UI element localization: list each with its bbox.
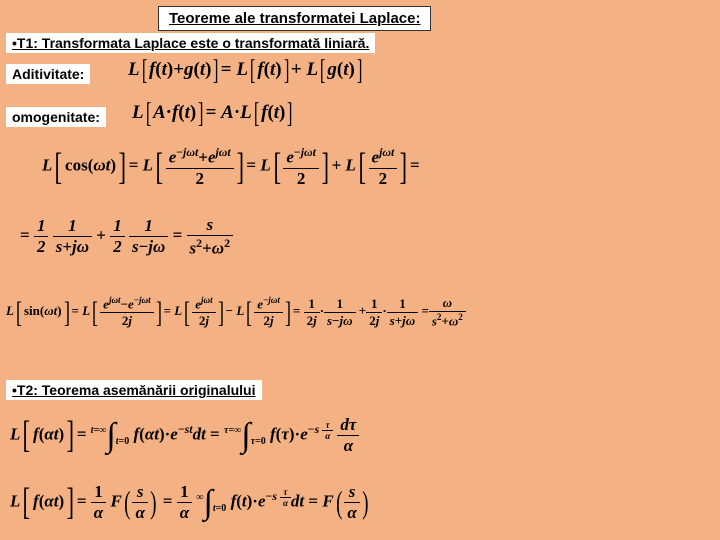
formula-cos-line2: = 12 1s+jω + 12 1s−jω = ss2+ω2 — [20, 215, 233, 259]
formula-homogeneity: L[A·f(t)]= A·L[f(t)] — [132, 101, 295, 126]
formula-scale-line1: L[f(αt)]= t=∞ ∫ t=0 f(αt)·e−stdt = τ=∞ ∫… — [10, 415, 359, 456]
formula-sin: L[sin(ωt)]= L[ejωt−e−jωt2j]= L[ejωt2j]− … — [6, 295, 466, 329]
page-title: Teoreme ale transformatei Laplace: — [169, 10, 420, 27]
theorem-t2: •T2: Teorema asemănării originalului — [12, 382, 256, 398]
formula-additivity: L[f(t)+g(t)]= L[f(t)]+ L[g(t)] — [128, 58, 364, 83]
formula-cos-line1: L[cos(ωt)]= L[e−jωt+ejωt2]= L[e−jωt2]+ L… — [42, 145, 420, 189]
formula-scale-line2: L[f(αt)]= 1α F(sα) = 1α ∞ ∫ t=0 f(t)·e−s… — [10, 482, 370, 523]
aditivitate-label: Aditivitate: — [12, 66, 84, 82]
page-title-box: Teoreme ale transformatei Laplace: — [158, 6, 431, 31]
omogenitate-label-box: omogenitate: — [6, 107, 106, 127]
theorem-t1: •T1: Transformata Laplace este o transfo… — [12, 35, 369, 51]
aditivitate-label-box: Aditivitate: — [6, 64, 90, 84]
omogenitate-label: omogenitate: — [12, 109, 100, 125]
theorem-t2-box: •T2: Teorema asemănării originalului — [6, 380, 262, 400]
theorem-t1-box: •T1: Transformata Laplace este o transfo… — [6, 33, 375, 53]
